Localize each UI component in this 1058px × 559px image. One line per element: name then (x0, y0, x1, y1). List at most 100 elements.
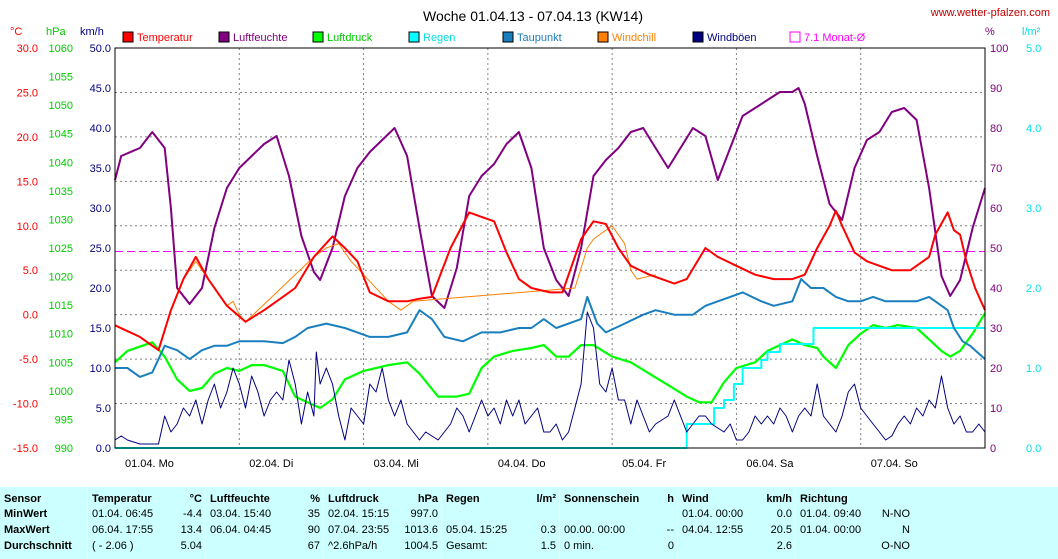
temp-tick-label: -15.0 (13, 443, 38, 455)
stats-direction-max-time: 01.04. 00:00 (800, 524, 862, 536)
temp-tick-label: 20.0 (17, 132, 38, 144)
stats-direction-avg-row: O-NO (800, 539, 910, 553)
wind-tick-label: 5.0 (96, 403, 111, 415)
legend-label: Windböen (707, 32, 757, 44)
stats-humidity-min-row: 03.04. 15:40 35 (210, 507, 320, 521)
humidity-tick-label: 30 (990, 323, 1002, 335)
stats-temperature-unit: °C (189, 493, 202, 505)
pressure-tick-label: 1020 (49, 272, 73, 284)
wind-tick-label: 40.0 (90, 123, 111, 135)
humidity-tick-label: 40 (990, 283, 1002, 295)
pressure-tick-label: 1005 (49, 357, 73, 369)
stats-max-label: MaxWert (4, 524, 50, 536)
wind-tick-label: 30.0 (90, 203, 111, 215)
stats-sunshine-avg-row: 0 min. 0 (564, 539, 674, 553)
stats-wind-avg-row: 2.6 (682, 539, 792, 553)
stats-direction-header: Richtung (800, 493, 848, 505)
stats-col-sunshine: Sonnenschein h 00.00. 00:00 -- 0 min. 0 (559, 487, 678, 559)
stats-humidity-max-value: 90 (307, 524, 320, 536)
pressure-tick-label: 1055 (49, 72, 73, 84)
stats-temperature-avg-time: ( - 2.06 ) (92, 540, 134, 552)
stats-rain-max-value: 0.3 (540, 524, 556, 536)
stats-rain-header-row: Regen l/m² (446, 492, 556, 506)
wind-tick-label: 35.0 (90, 163, 111, 175)
rain-tick-label: 2.0 (1026, 283, 1041, 295)
legend-label: Regen (423, 32, 455, 44)
temp-tick-label: -5.0 (19, 354, 38, 366)
pressure-tick-label: 1010 (49, 329, 73, 341)
stats-col-wind: Wind km/h 01.04. 00:00 0.0 04.04. 12:55 20.5 2… (677, 487, 796, 559)
stats-rain-avg-value: 1.5 (540, 540, 556, 552)
temp-tick-label: 0.0 (23, 310, 38, 322)
rain-tick-label: 3.0 (1026, 203, 1041, 215)
humidity-unit-label: % (985, 26, 995, 38)
legend-swatch (122, 31, 134, 43)
stats-humidity-header: Luftfeuchte (210, 493, 270, 505)
wind-tick-label: 0.0 (96, 443, 111, 455)
stats-temperature-max-value: 13.4 (180, 524, 202, 536)
stats-sunshine-max-time: 00.00. 00:00 (564, 524, 626, 536)
stats-temperature-min-row: 01.04. 06:45 -4.4 (92, 507, 202, 521)
legend-label: Temperatur (137, 32, 193, 44)
rain-tick-label: 1.0 (1026, 363, 1041, 375)
stats-rain-min-row (446, 507, 556, 521)
stats-direction-header-row: Richtung (800, 492, 910, 506)
legend-swatch (692, 31, 704, 43)
stats-col-rain: Regen l/m² 05.04. 15:25 0.3 Gesamt: 1.5 (441, 487, 560, 559)
stats-humidity-max-time: 06.04. 04:45 (210, 524, 272, 536)
wind-tick-label: 25.0 (90, 243, 111, 255)
x-tick-label: 06.04. Sa (746, 458, 794, 470)
legend-label: Windchill (612, 32, 656, 44)
rain-tick-label: 5.0 (1026, 43, 1041, 55)
x-tick-label: 03.04. Mi (374, 458, 419, 470)
pressure-tick-label: 990 (55, 443, 73, 455)
stats-rain-max-time: 05.04. 15:25 (446, 524, 508, 536)
pressure-tick-label: 1040 (49, 157, 73, 169)
humidity-tick-label: 90 (990, 83, 1002, 95)
legend-label: Luftfeuchte (233, 32, 287, 44)
pressure-unit-label: hPa (46, 26, 66, 38)
temp-unit-label: °C (10, 26, 22, 38)
weather-chart: Woche 01.04.13 - 07.04.13 (KW14) www.wet… (10, 7, 1050, 470)
site-url[interactable]: www.wetter-pfalzen.com (930, 7, 1050, 19)
x-tick-label: 05.04. Fr (622, 458, 666, 470)
legend-swatch (597, 31, 609, 43)
stats-temperature-avg-row: ( - 2.06 ) 5.04 (92, 539, 202, 553)
wind-tick-label: 15.0 (90, 323, 111, 335)
stats-sunshine-avg-time: 0 min. (564, 540, 594, 552)
stats-col-pressure: Luftdruck hPa 02.04. 15:15 997.0 07.04. 23:5… (323, 487, 442, 559)
temperature-series (114, 209, 986, 352)
stats-temperature-avg-value: 5.04 (180, 540, 202, 552)
stats-temperature-min-value: -4.4 (183, 508, 202, 520)
stats-direction-min-time: 01.04. 09:40 (800, 508, 862, 520)
humidity-tick-label: 100 (990, 43, 1008, 55)
temp-tick-label: 25.0 (17, 87, 38, 99)
stats-pressure-min-row: 02.04. 15:15 997.0 (328, 507, 438, 521)
stats-col-direction: Richtung 01.04. 09:40 N-NO 01.04. 00:00 N O-N… (795, 487, 914, 559)
humidity-tick-label: 20 (990, 363, 1002, 375)
x-tick-label: 02.04. Di (249, 458, 293, 470)
windgust-series (114, 311, 986, 445)
stats-avg-label: Durchschnitt (4, 540, 72, 552)
stats-rain-avg-row: Gesamt: 1.5 (446, 539, 556, 553)
stats-col-temperature: Temperatur °C 01.04. 06:45 -4.4 06.04. 17:55… (87, 487, 206, 559)
temp-tick-label: 5.0 (23, 265, 38, 277)
legend-swatch (218, 31, 230, 43)
stats-table: Sensor MinWert MaxWert Durchschnitt Temp… (0, 487, 1058, 559)
stats-pressure-max-row: 07.04. 23:55 1013.6 (328, 523, 438, 537)
temp-tick-label: 10.0 (17, 221, 38, 233)
pressure-tick-label: 1015 (49, 300, 73, 312)
stats-wind-max-value: 20.5 (770, 524, 792, 536)
stats-direction-avg-value: O-NO (881, 540, 910, 552)
wind-tick-label: 50.0 (90, 43, 111, 55)
stats-wind-unit: km/h (766, 493, 792, 505)
legend-swatch (502, 31, 514, 43)
legend-label: Luftdruck (327, 32, 373, 44)
wind-tick-label: 20.0 (90, 283, 111, 295)
stats-wind-min-value: 0.0 (776, 508, 792, 520)
stats-rain-avg-time: Gesamt: (446, 540, 488, 552)
stats-rain-max-row: 05.04. 15:25 0.3 (446, 523, 556, 537)
stats-humidity-header-row: Luftfeuchte% (210, 492, 320, 506)
temp-tick-label: -10.0 (13, 399, 38, 411)
stats-col-sensor: Sensor MinWert MaxWert Durchschnitt (0, 487, 87, 559)
